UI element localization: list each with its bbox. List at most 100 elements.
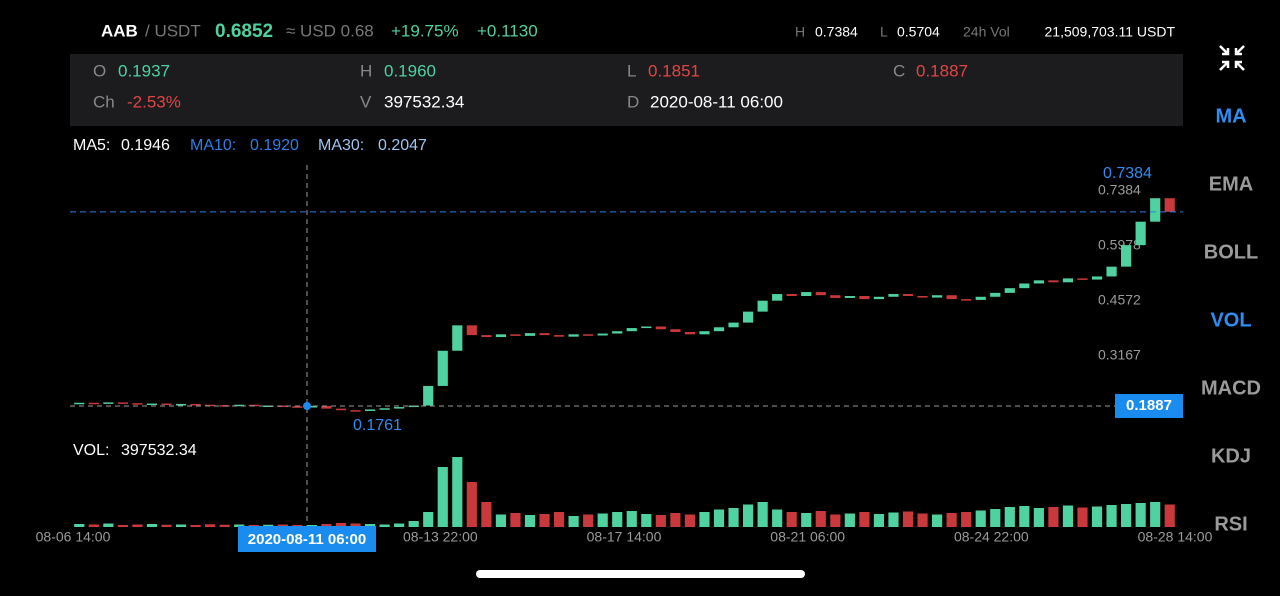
volume-bar [175, 524, 187, 527]
candle [990, 292, 1001, 297]
low: 0.5704 [897, 24, 940, 40]
volume-bar [583, 514, 594, 527]
volume-bar [321, 524, 332, 527]
menu-item[interactable]: KDJ [1211, 445, 1251, 467]
volume-bar [190, 525, 201, 527]
ma10-label: MA10: [190, 137, 236, 154]
volume-bar [902, 511, 914, 527]
candle [437, 350, 448, 386]
candle [612, 331, 623, 334]
candle [379, 408, 390, 410]
o-value: 0.1937 [118, 61, 170, 80]
volume-bar [597, 513, 608, 527]
volume-bar [1062, 505, 1074, 527]
volume-bar [801, 513, 812, 527]
candle [146, 403, 158, 406]
candle [205, 404, 216, 407]
min-label: 0.1761 [353, 417, 402, 434]
candle [655, 326, 666, 330]
volume-bar [684, 514, 696, 527]
c-label: C [893, 61, 905, 80]
volume-bar [117, 525, 128, 527]
volume-bar [568, 516, 579, 527]
candle [742, 311, 754, 323]
v-value: 397532.34 [384, 92, 464, 111]
volume-bar [452, 457, 463, 527]
price-badge [1115, 394, 1183, 419]
volume-bar [713, 509, 725, 527]
o-label: O [93, 61, 106, 80]
candle [1121, 245, 1132, 267]
candle [117, 402, 128, 404]
volume-bar [408, 521, 419, 527]
candle [801, 292, 812, 296]
change: +0.1130 [477, 21, 538, 40]
menu-item[interactable]: BOLL [1204, 241, 1258, 263]
candle [481, 335, 492, 338]
d-value: 2020-08-11 06:00 [650, 92, 783, 111]
menu-item[interactable]: MA [1215, 105, 1246, 127]
candle [844, 295, 855, 298]
d-label: D [627, 92, 639, 111]
volume-bar [655, 515, 666, 527]
volume-bar [670, 513, 681, 527]
v-label: V [360, 92, 372, 111]
ma5-value: 0.1946 [121, 137, 170, 154]
y-tick-label: 0.3167 [1098, 347, 1141, 363]
candle [234, 404, 245, 407]
candle [1091, 276, 1103, 280]
volume-bar [1164, 504, 1175, 527]
l-value: 0.1851 [648, 61, 700, 80]
quote: / USDT [145, 21, 201, 40]
candle [626, 328, 637, 332]
volume-bar [728, 508, 739, 527]
candle [1062, 278, 1074, 283]
menu-item[interactable]: MACD [1201, 377, 1261, 399]
volume-bar [917, 513, 928, 527]
x-tick-label: 08-13 22:00 [403, 529, 478, 545]
candle [175, 403, 187, 406]
vol-ind-value: 397532.34 [121, 442, 197, 459]
menu-item[interactable]: EMA [1209, 173, 1253, 195]
volume-bar [1121, 504, 1132, 527]
menu-item[interactable]: RSI [1214, 513, 1247, 535]
symbol: AAB [101, 21, 138, 40]
candle [713, 327, 725, 332]
volume-bar [219, 524, 230, 527]
candle [394, 407, 405, 409]
menu-item[interactable]: VOL [1210, 309, 1251, 331]
volume-bar [524, 515, 536, 527]
h-value: 0.1960 [384, 61, 436, 80]
candle [699, 331, 710, 335]
candle [452, 325, 463, 351]
volume-bar [495, 514, 507, 527]
candle [772, 294, 783, 301]
volume-bar [946, 513, 957, 527]
ohlc-panel [70, 54, 1183, 126]
volume-bar [975, 510, 986, 527]
volume-bar [815, 511, 826, 527]
candle [888, 294, 899, 297]
volume-bar [772, 509, 783, 527]
volume-bar [699, 512, 710, 527]
y-tick-label: 0.5978 [1098, 237, 1141, 253]
vol: 21,509,703.11 USDT [1045, 24, 1176, 40]
candle [1077, 278, 1088, 280]
candle [306, 406, 317, 408]
max-label: 0.7384 [1103, 165, 1152, 182]
candle [103, 402, 114, 404]
volume-bar [205, 524, 216, 527]
volume-bar [1106, 505, 1117, 527]
candle [670, 329, 681, 332]
candle [946, 295, 957, 300]
volume-bar [1135, 503, 1146, 527]
candle [830, 295, 841, 298]
volume-bar [234, 524, 245, 527]
candle [248, 404, 259, 407]
candle [1164, 198, 1175, 212]
volume-bar [394, 523, 405, 527]
candle [466, 325, 477, 336]
candle [1019, 283, 1030, 289]
volume-bar [510, 513, 521, 527]
collapse-icon[interactable] [1219, 45, 1245, 71]
